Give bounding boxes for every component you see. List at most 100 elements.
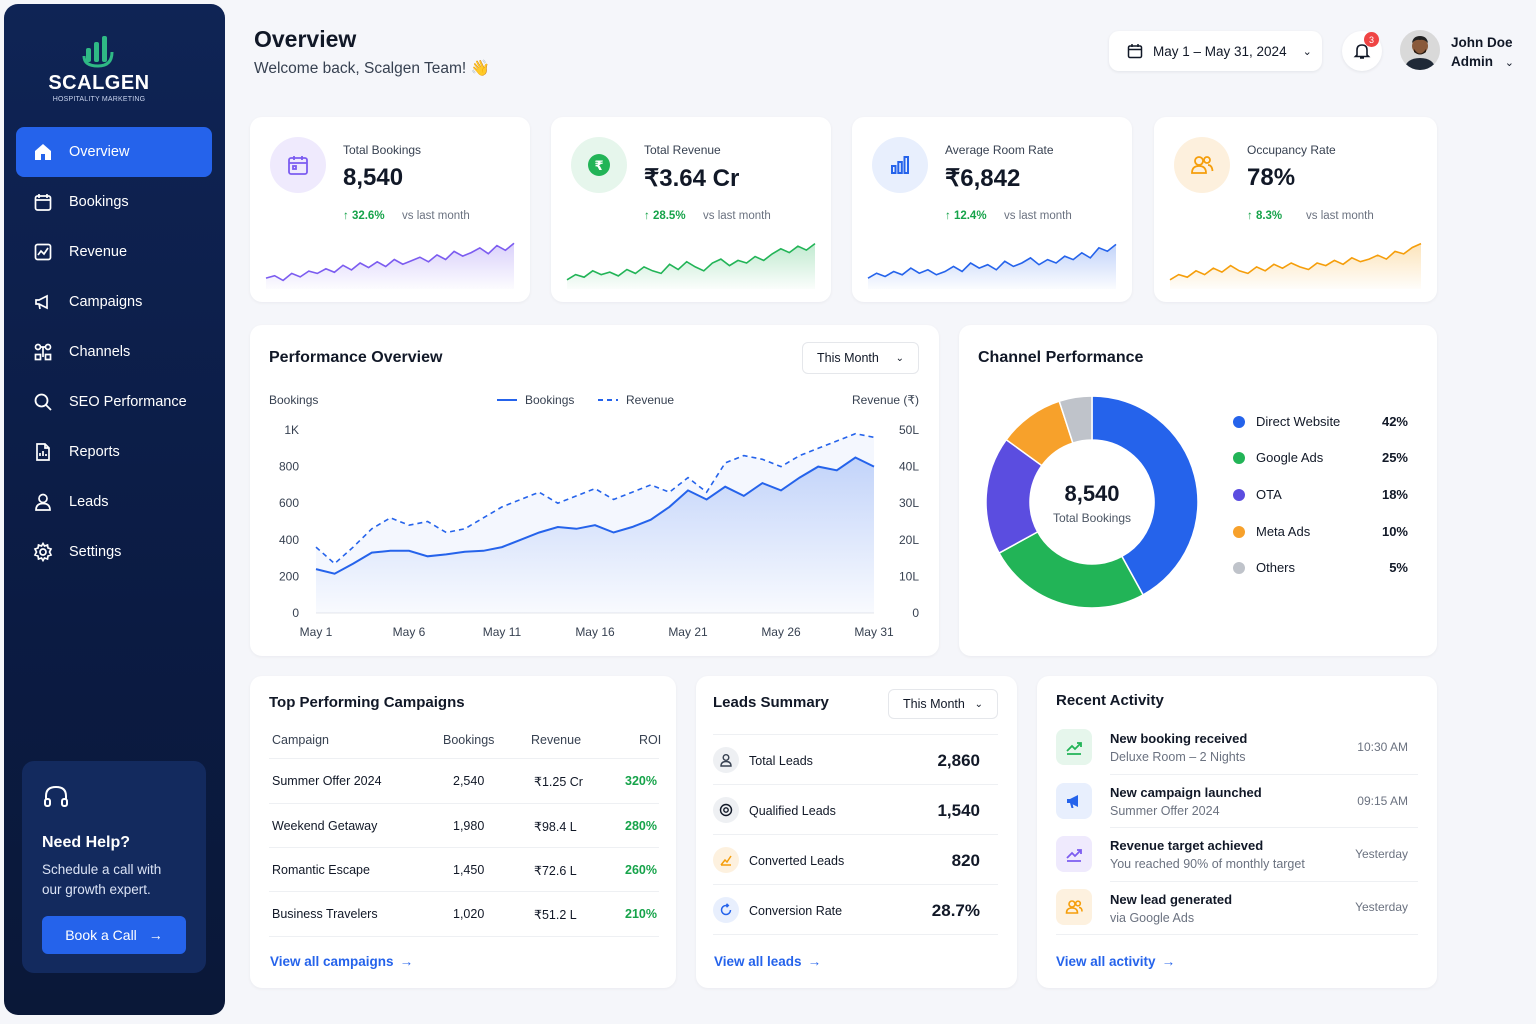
arrow-right-icon: → xyxy=(148,927,163,943)
channel-performance-card: Channel Performance 8,540 Total Bookings… xyxy=(959,325,1437,656)
donut-slice[interactable] xyxy=(998,530,1145,609)
view-all-activity-link[interactable]: View all activity → xyxy=(1056,954,1175,969)
donut-slice[interactable] xyxy=(1058,395,1093,444)
lead-value: 2,860 xyxy=(937,751,980,770)
divider xyxy=(269,847,659,848)
sidebar-item-label: Settings xyxy=(69,544,122,560)
campaign-bookings: 1,020 xyxy=(453,907,485,921)
kpi-sparkline xyxy=(265,242,515,289)
dropdown-value: This Month xyxy=(817,351,879,365)
sparkline-area xyxy=(1170,243,1421,289)
kpi-card-occupancy-rate[interactable]: Occupancy Rate 78% ↑ 8.3% vs last month xyxy=(1154,117,1437,302)
column-header: Bookings xyxy=(443,733,495,747)
sidebar-item-bookings[interactable]: Bookings xyxy=(16,177,212,227)
bookings-area xyxy=(316,457,874,613)
leads-period-dropdown[interactable]: This Month ⌄ xyxy=(888,689,998,719)
growth-icon xyxy=(1056,836,1092,872)
kpi-card-total-bookings[interactable]: Total Bookings 8,540 ↑ 32.6% vs last mon… xyxy=(250,117,530,302)
svg-text:₹: ₹ xyxy=(594,159,603,174)
legend-name: Google Ads xyxy=(1256,450,1324,465)
sparkline-line xyxy=(265,242,515,282)
kpi-change: ↑ 8.3% xyxy=(1247,210,1283,222)
leads-title: Leads Summary xyxy=(713,694,829,711)
divider xyxy=(713,784,998,785)
activity-time: Yesterday xyxy=(1355,900,1408,914)
activity-subtitle: Summer Offer 2024 xyxy=(1110,804,1220,818)
chart-icon xyxy=(32,241,54,263)
performance-period-dropdown[interactable]: This Month ⌄ xyxy=(802,342,919,374)
legend-dot xyxy=(1233,452,1245,464)
trend-icon xyxy=(1056,729,1092,765)
left-tick-label: 400 xyxy=(279,533,299,547)
arrow-right-icon: → xyxy=(807,954,822,969)
sidebar-item-label: Bookings xyxy=(69,194,129,210)
brand-logo[interactable]: SCALGEN HOSPITALITY MARKETING xyxy=(4,34,194,103)
divider xyxy=(269,891,659,892)
channel-title: Channel Performance xyxy=(978,349,1144,366)
legend-revenue-label: Revenue xyxy=(626,393,674,407)
lead-label: Total Leads xyxy=(749,754,813,768)
kpi-value: ₹6,842 xyxy=(945,165,1021,192)
legend-pct: 10% xyxy=(1381,524,1408,539)
lead-value: 28.7% xyxy=(931,901,980,920)
right-tick-label: 50L xyxy=(899,423,919,437)
right-tick-label: 30L xyxy=(899,496,919,510)
donut-center-value: 8,540 xyxy=(1064,481,1120,506)
bookings-line xyxy=(315,456,875,575)
divider xyxy=(269,936,659,937)
campaign-bookings: 1,980 xyxy=(453,819,485,833)
kpi-vs-label: vs last month xyxy=(703,210,771,222)
sidebar-item-campaigns[interactable]: Campaigns xyxy=(16,277,212,327)
x-tick-label: May 11 xyxy=(483,625,522,639)
notifications-button[interactable]: 3 xyxy=(1342,31,1382,71)
chevron-down-icon: ⌄ xyxy=(1302,45,1312,58)
activity-title: New booking received xyxy=(1110,731,1248,746)
divider xyxy=(1110,774,1418,775)
help-text: Schedule a call with our growth expert. xyxy=(42,862,162,897)
date-range-picker[interactable]: May 1 – May 31, 2024 ⌄ xyxy=(1109,31,1322,71)
kpi-vs-label: vs last month xyxy=(402,210,470,222)
kpi-label: Total Bookings xyxy=(343,143,422,157)
left-tick-label: 600 xyxy=(279,496,299,510)
legend-dot xyxy=(1233,526,1245,538)
divider xyxy=(713,934,998,935)
headset-icon xyxy=(44,785,68,807)
sidebar-item-reports[interactable]: Reports xyxy=(16,427,212,477)
logo-mark-icon xyxy=(82,36,114,68)
donut-center-label: Total Bookings xyxy=(1052,511,1132,525)
column-header: ROI xyxy=(639,733,662,747)
avatar[interactable] xyxy=(1400,30,1440,70)
performance-overview-card: Performance Overview This Month ⌄ Bookin… xyxy=(250,325,939,656)
sidebar-item-revenue[interactable]: Revenue xyxy=(16,227,212,277)
notification-badge: 3 xyxy=(1364,32,1379,47)
book-call-button[interactable]: Book a Call → xyxy=(42,916,186,954)
sidebar-item-seo-performance[interactable]: SEO Performance xyxy=(16,377,212,427)
kpi-card-total-revenue[interactable]: ₹ Total Revenue ₹3.64 Cr ↑ 28.5% vs last… xyxy=(551,117,831,302)
left-axis-label: Bookings xyxy=(269,393,318,407)
legend-pct: 18% xyxy=(1381,487,1408,502)
legend-pct: 42% xyxy=(1381,414,1408,429)
kpi-card-average-room-rate[interactable]: Average Room Rate ₹6,842 ↑ 12.4% vs last… xyxy=(852,117,1132,302)
sidebar-item-settings[interactable]: Settings xyxy=(16,527,212,577)
user-name: John Doe xyxy=(1451,35,1513,50)
chevron-down-icon: ⌄ xyxy=(974,698,983,710)
sidebar-item-channels[interactable]: Channels xyxy=(16,327,212,377)
lead-label: Conversion Rate xyxy=(749,904,843,918)
campaign-name: Business Travelers xyxy=(272,907,378,921)
x-tick-label: May 26 xyxy=(761,625,801,639)
sidebar-item-overview[interactable]: Overview xyxy=(16,127,212,177)
kpi-value: 78% xyxy=(1247,164,1296,191)
users-icon xyxy=(1056,889,1092,925)
search-icon xyxy=(32,391,54,413)
leads-summary-card: Leads Summary This Month ⌄ Total Leads 2… xyxy=(696,676,1017,988)
sidebar-item-leads[interactable]: Leads xyxy=(16,477,212,527)
view-all-leads-link[interactable]: View all leads → xyxy=(714,954,821,969)
performance-chart: Bookings Revenue (₹) Bookings Revenue 0 2… xyxy=(269,393,919,639)
channels-icon xyxy=(32,341,54,363)
activity-title: Revenue target achieved xyxy=(1110,838,1264,853)
view-all-campaigns-link[interactable]: View all campaigns → xyxy=(270,954,413,969)
user-role[interactable]: Admin ⌄ xyxy=(1451,54,1514,69)
kpi-change: ↑ 12.4% xyxy=(945,210,987,222)
donut-slice[interactable] xyxy=(1091,395,1199,596)
campaign-revenue: ₹51.2 L xyxy=(534,908,577,922)
